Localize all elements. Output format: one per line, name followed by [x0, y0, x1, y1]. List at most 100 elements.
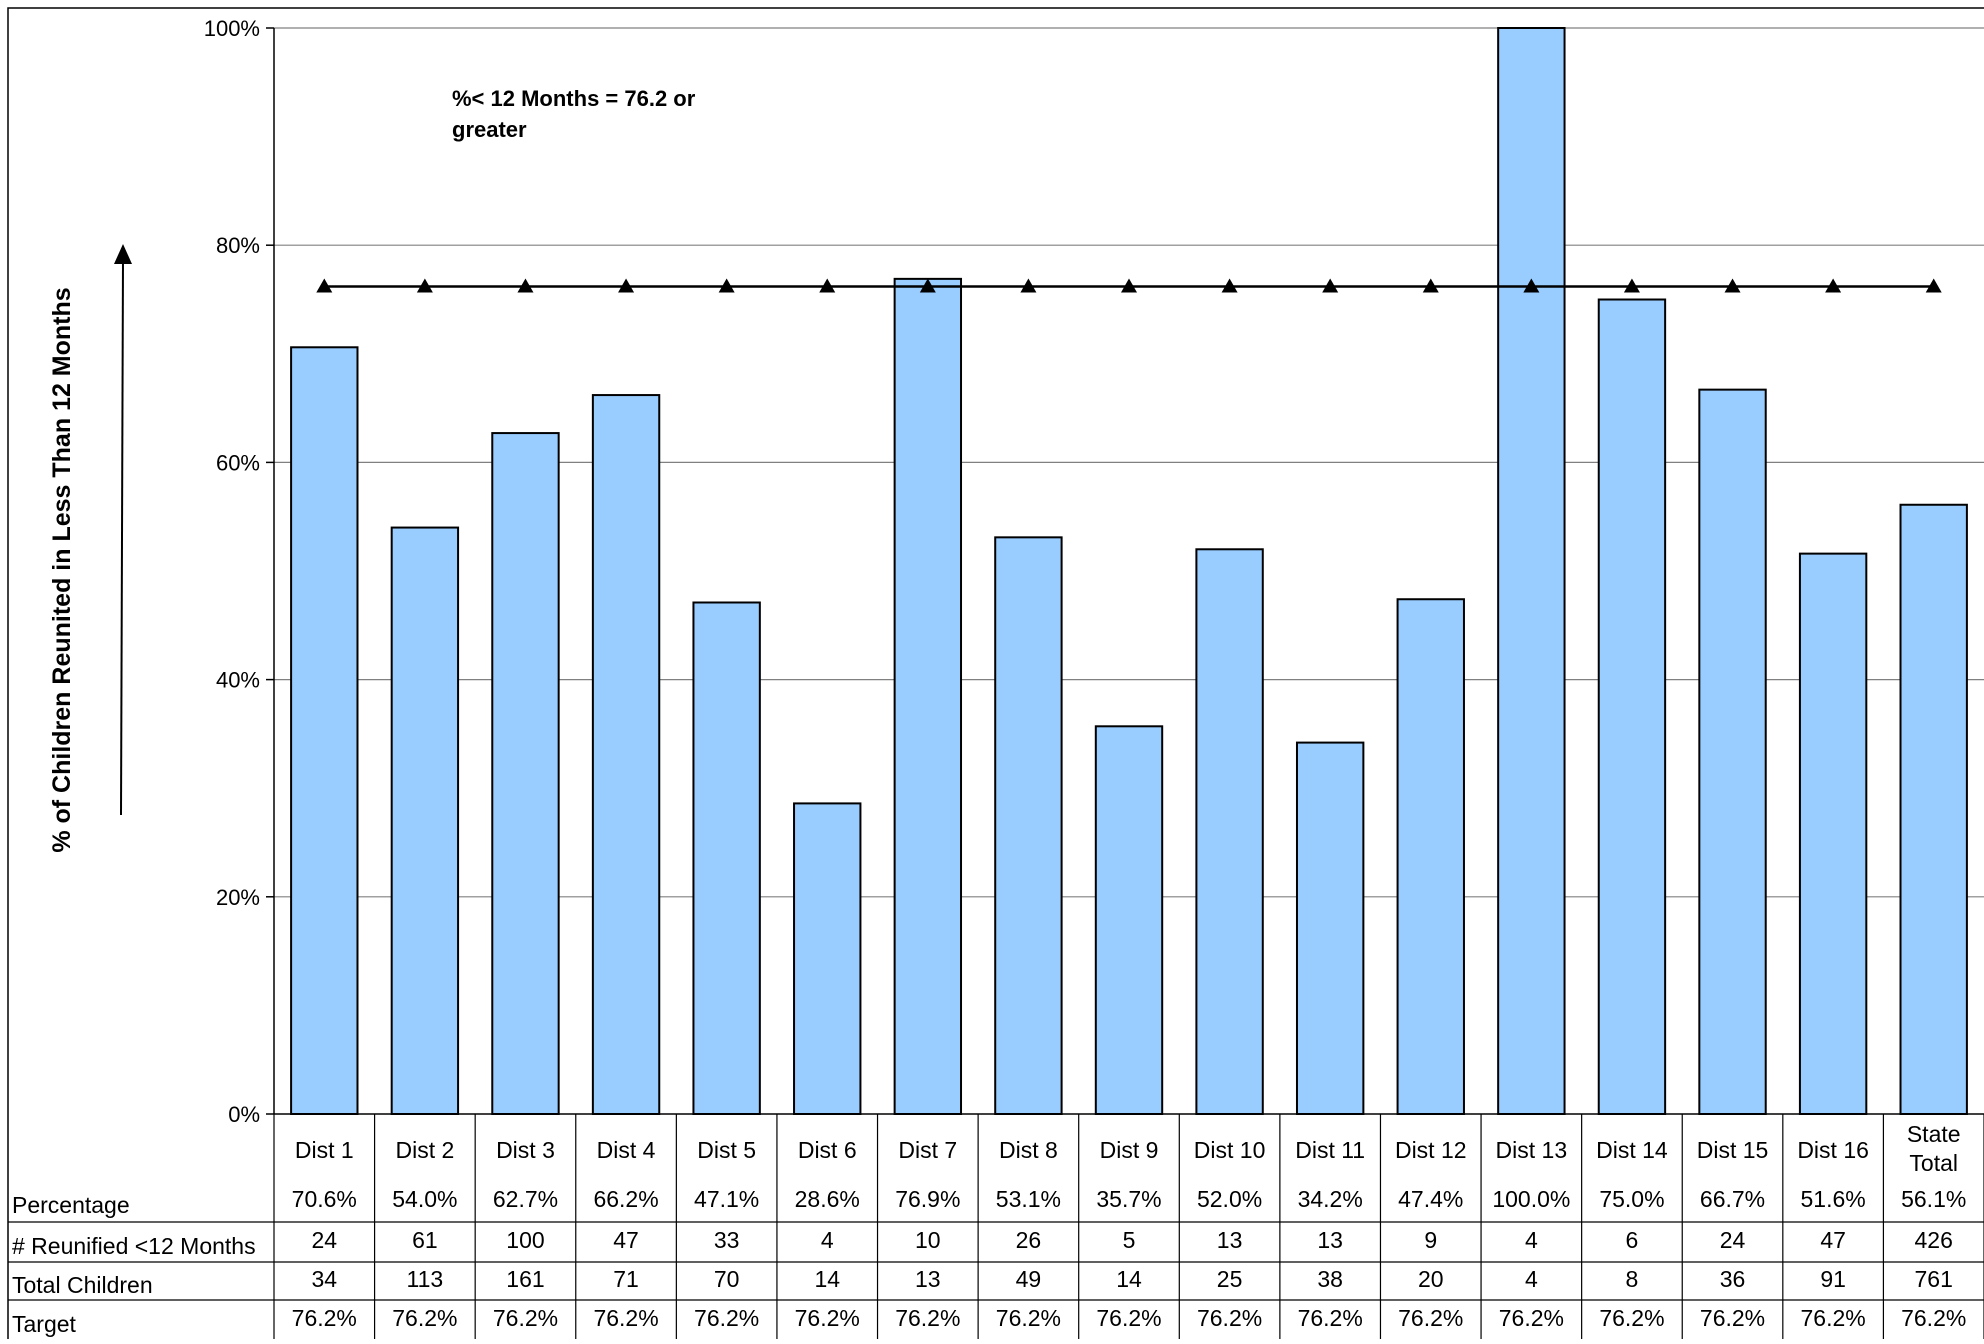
- table-cell: 76.2%: [1901, 1305, 1966, 1331]
- table-row-label: Total Children: [12, 1272, 153, 1298]
- target-marker: [1221, 278, 1238, 293]
- table-cell: 100: [506, 1227, 544, 1253]
- table-cell: 33: [714, 1227, 740, 1253]
- table-cell: 47: [613, 1227, 639, 1253]
- table-cell: 61: [412, 1227, 438, 1253]
- table-cell: 76.2%: [593, 1305, 658, 1331]
- target-marker: [1724, 278, 1741, 293]
- category-label: Dist 3: [496, 1137, 555, 1163]
- target-marker: [1422, 278, 1439, 293]
- table-cell: 761: [1915, 1266, 1953, 1292]
- target-marker: [1825, 278, 1842, 293]
- table-cell: 70.6%: [292, 1186, 357, 1212]
- table-cell: 54.0%: [392, 1186, 457, 1212]
- target-marker: [919, 278, 936, 293]
- table-cell: 47.4%: [1398, 1186, 1463, 1212]
- table-cell: 100.0%: [1492, 1186, 1570, 1212]
- table-cell: 56.1%: [1901, 1186, 1966, 1212]
- table-row-label: Percentage: [12, 1192, 130, 1218]
- category-label: State: [1907, 1121, 1961, 1147]
- table-cell: 51.6%: [1801, 1186, 1866, 1212]
- y-tick-label: 40%: [216, 668, 260, 693]
- bar: [1396, 598, 1465, 1115]
- category-label: Dist 10: [1194, 1137, 1266, 1163]
- table-row-label: # Reunified <12 Months: [12, 1233, 256, 1259]
- table-cell: 20: [1418, 1266, 1444, 1292]
- bar: [1295, 741, 1365, 1115]
- category-label: Dist 9: [1100, 1137, 1159, 1163]
- bar: [793, 802, 862, 1115]
- bar: [1597, 298, 1667, 1115]
- bar: [893, 277, 963, 1115]
- table-cell: 62.7%: [493, 1186, 558, 1212]
- table-cell: 66.2%: [593, 1186, 658, 1212]
- target-marker: [1322, 278, 1339, 293]
- table-cell: 76.2%: [1197, 1305, 1262, 1331]
- category-label: Dist 11: [1295, 1137, 1365, 1163]
- table-cell: 4: [821, 1227, 834, 1253]
- annotation-text: greater: [452, 117, 527, 142]
- table-cell: 76.2%: [694, 1305, 759, 1331]
- target-marker: [1121, 278, 1137, 293]
- table-cell: 4: [1525, 1266, 1538, 1292]
- bar: [591, 394, 661, 1115]
- y-tick-label: 60%: [216, 450, 260, 475]
- y-axis-arrow-head: [114, 244, 132, 264]
- table-cell: 6: [1626, 1227, 1639, 1253]
- target-marker: [618, 278, 635, 293]
- bar: [1497, 27, 1566, 1115]
- table-cell: 76.2%: [1599, 1305, 1664, 1331]
- category-label: Dist 7: [898, 1137, 957, 1163]
- table-cell: 13: [1317, 1227, 1343, 1253]
- table-cell: 76.2%: [996, 1305, 1061, 1331]
- bar: [290, 346, 359, 1115]
- table-cell: 9: [1424, 1227, 1437, 1253]
- bar: [994, 536, 1063, 1115]
- table-cell: 10: [915, 1227, 941, 1253]
- table-cell: 75.0%: [1599, 1186, 1664, 1212]
- table-cell: 28.6%: [795, 1186, 860, 1212]
- table-cell: 24: [311, 1227, 337, 1253]
- category-label: Dist 13: [1496, 1137, 1568, 1163]
- target-marker: [1523, 278, 1540, 293]
- category-label: Dist 6: [798, 1137, 857, 1163]
- table-cell: 76.2%: [795, 1305, 860, 1331]
- category-label: Dist 4: [597, 1137, 656, 1163]
- target-marker: [1623, 278, 1640, 293]
- y-tick-label: 100%: [204, 16, 260, 41]
- target-marker: [416, 278, 433, 293]
- category-label: Dist 8: [999, 1137, 1058, 1163]
- table-row-label: Target: [12, 1311, 77, 1337]
- table-cell: 76.2%: [1700, 1305, 1765, 1331]
- y-tick-label: 80%: [216, 233, 260, 258]
- category-label: Dist 2: [395, 1137, 454, 1163]
- category-label: Dist 5: [697, 1137, 756, 1163]
- table-cell: 13: [915, 1266, 941, 1292]
- category-label: Dist 16: [1797, 1137, 1869, 1163]
- table-cell: 52.0%: [1197, 1186, 1262, 1212]
- table-cell: 14: [814, 1266, 840, 1292]
- chart-border: [7, 7, 1984, 1344]
- table-cell: 76.2%: [292, 1305, 357, 1331]
- table-cell: 25: [1217, 1266, 1243, 1292]
- table-cell: 13: [1217, 1227, 1243, 1253]
- table-cell: 76.2%: [1298, 1305, 1363, 1331]
- table-cell: 76.2%: [1499, 1305, 1564, 1331]
- table-cell: 71: [613, 1266, 639, 1292]
- y-tick-label: 20%: [216, 885, 260, 910]
- bar: [1094, 725, 1164, 1115]
- target-marker: [819, 278, 836, 293]
- table-cell: 76.2%: [1096, 1305, 1161, 1331]
- table-cell: 76.2%: [895, 1305, 960, 1331]
- target-marker: [517, 278, 534, 293]
- category-label: Total: [1909, 1150, 1958, 1176]
- table-cell: 426: [1915, 1227, 1953, 1253]
- table-cell: 34.2%: [1298, 1186, 1363, 1212]
- bar: [692, 601, 761, 1116]
- bar: [1698, 388, 1767, 1115]
- table-cell: 38: [1317, 1266, 1343, 1292]
- table-cell: 70: [714, 1266, 740, 1292]
- table-cell: 91: [1820, 1266, 1846, 1292]
